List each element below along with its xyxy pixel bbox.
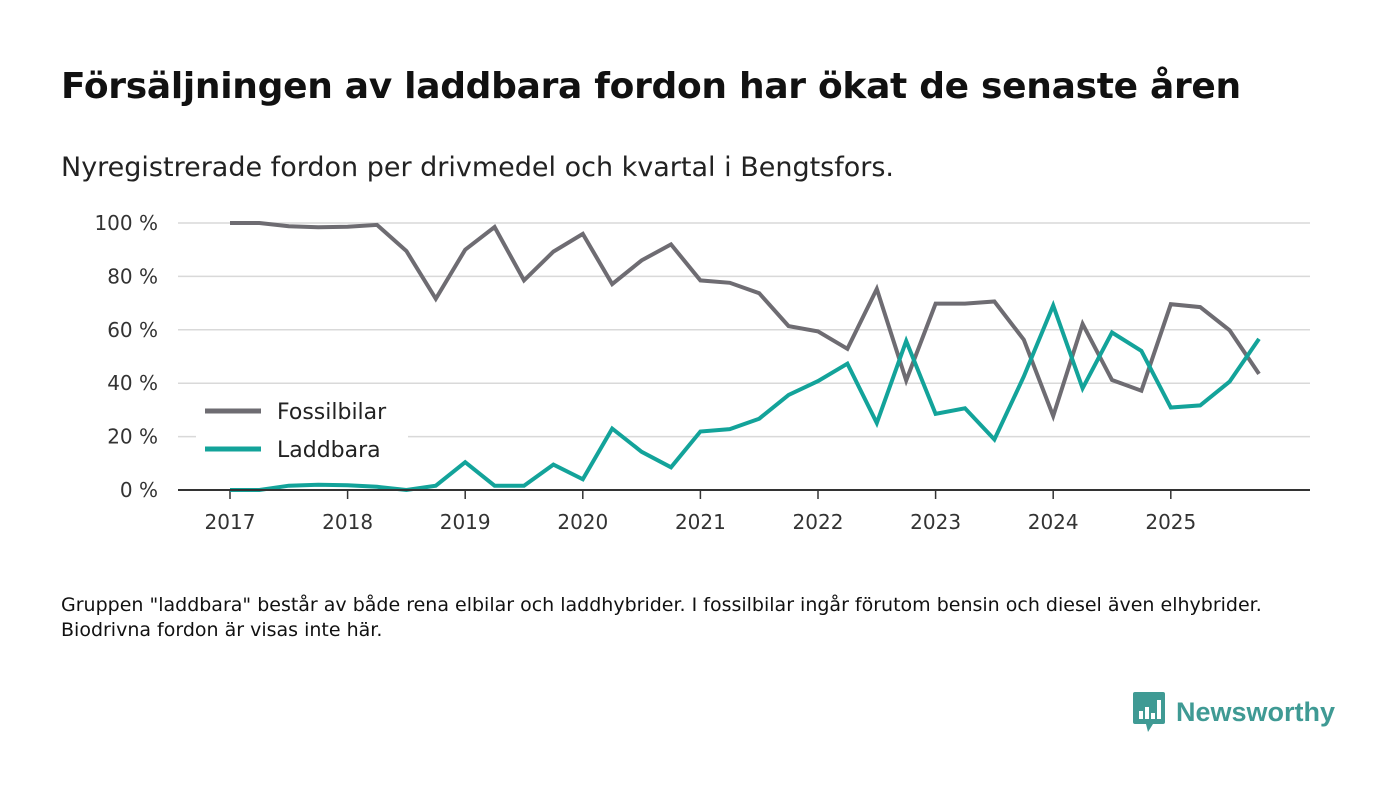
chart-title: Försäljningen av laddbara fordon har öka… — [61, 66, 1241, 107]
x-tick-label: 2021 — [675, 510, 726, 534]
legend-label-fossilbilar: Fossilbilar — [277, 400, 387, 425]
line-chart: 0 % 20 % 40 % 60 % 80 % 100 % 2017 2018 2019 202… — [94, 211, 1310, 534]
x-tick-label: 2017 — [205, 510, 256, 534]
x-tick-label: 2023 — [910, 510, 961, 534]
series-line-fossilbilar — [230, 221, 1261, 423]
x-tick-label: 2025 — [1145, 510, 1196, 534]
footnote: Gruppen "laddbara" består av både rena e… — [61, 594, 1262, 641]
x-tick-label: 2022 — [793, 510, 844, 534]
x-tick-label: 2024 — [1028, 510, 1079, 534]
x-tick-label: 2019 — [440, 510, 491, 534]
chart-subtitle: Nyregistrerade fordon per drivmedel och … — [61, 152, 895, 183]
y-tick-label: 40 % — [107, 371, 158, 395]
y-tick-label: 20 % — [107, 425, 158, 449]
legend: Fossilbilar Laddbara — [196, 392, 408, 468]
y-tick-label: 80 % — [107, 264, 158, 288]
legend-background — [196, 392, 408, 468]
x-tick-label: 2020 — [557, 510, 608, 534]
brand-name: Newsworthy — [1176, 696, 1336, 727]
y-tick-label: 60 % — [107, 318, 158, 342]
y-axis-tick-labels: 0 % 20 % 40 % 60 % 80 % 100 % — [94, 211, 158, 502]
y-tick-label: 100 % — [94, 211, 158, 235]
brand-logo: Newsworthy — [1132, 690, 1335, 734]
newsworthy-logo-icon — [1133, 692, 1165, 732]
x-tick-label: 2018 — [322, 510, 373, 534]
legend-label-laddbara: Laddbara — [277, 438, 381, 463]
y-tick-label: 0 % — [120, 478, 158, 502]
x-axis-tick-labels: 2017 2018 2019 2020 2021 2022 2023 2024 2025 — [205, 490, 1196, 534]
